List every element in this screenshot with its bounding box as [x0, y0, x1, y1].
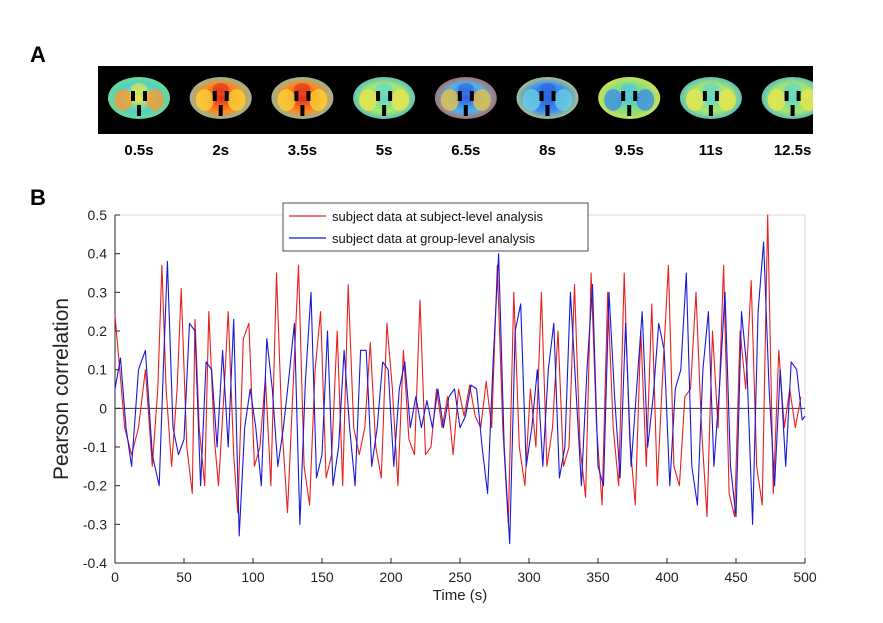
x-tick-label: 50 [176, 569, 192, 585]
y-tick-label: 0.3 [88, 284, 108, 300]
brain-frames-strip [98, 66, 813, 134]
frame-time-label: 5s [375, 142, 393, 159]
series-line-subject-level [114, 214, 802, 525]
y-tick-label: 0.1 [88, 362, 108, 378]
frame-time-label: 0.5s [124, 142, 154, 159]
panel-label-b: B [30, 185, 46, 210]
brain-frame [761, 77, 813, 119]
brain-frame [189, 77, 252, 119]
x-tick-label: 200 [379, 569, 403, 585]
plot-legend: subject data at subject-level analysis su… [282, 202, 589, 252]
legend-entry: subject data at group-level analysis [332, 231, 536, 246]
brain-frame [353, 77, 416, 119]
legend-entry: subject data at subject-level analysis [332, 209, 544, 224]
y-tick-label: 0.5 [88, 207, 108, 223]
plot-frame [114, 214, 806, 564]
y-tick-label: -0.1 [83, 439, 107, 455]
series-line-group-level [114, 241, 806, 545]
y-tick-label: 0.2 [88, 323, 108, 339]
brain-frame [271, 77, 334, 119]
panel-label-a: A [30, 42, 46, 67]
plot-series [114, 214, 806, 545]
x-tick-label: 450 [724, 569, 748, 585]
x-tick-label: 250 [448, 569, 472, 585]
brain-frame [598, 77, 661, 119]
y-axis-label: Pearson correlation [50, 298, 73, 480]
x-tick-label: 150 [310, 569, 334, 585]
y-tick-label: -0.3 [83, 516, 107, 532]
frame-time-label: 8s [539, 142, 556, 159]
x-tick-label: 400 [655, 569, 679, 585]
frame-time-label: 2s [212, 142, 230, 159]
x-tick-label: 100 [241, 569, 265, 585]
plot-axes: 0 50 100 150 200 250 300 350 400 450 500 -0.4 -0.3 -0… [50, 207, 817, 604]
brain-frame [108, 77, 170, 119]
frame-time-label: 11s [698, 142, 723, 159]
frame-time-label: 3.5s [287, 142, 317, 159]
y-tick-label: -0.4 [83, 555, 107, 571]
y-tick-label: 0.4 [88, 246, 108, 262]
x-axis-label: Time (s) [433, 587, 487, 604]
y-tick-label: 0 [99, 400, 107, 416]
frame-time-label: 6.5s [451, 142, 481, 159]
brain-frame [434, 77, 497, 119]
y-tick-label: -0.2 [83, 478, 107, 494]
legend-box [282, 202, 589, 252]
brain-frame [516, 77, 579, 119]
x-tick-label: 350 [586, 569, 610, 585]
x-tick-label: 300 [517, 569, 541, 585]
frame-time-label: 12.5s [773, 142, 812, 159]
frame-time-label: 9.5s [614, 142, 644, 159]
x-tick-label: 500 [793, 569, 817, 585]
x-tick-label: 0 [111, 569, 119, 585]
brain-frame [679, 77, 742, 119]
